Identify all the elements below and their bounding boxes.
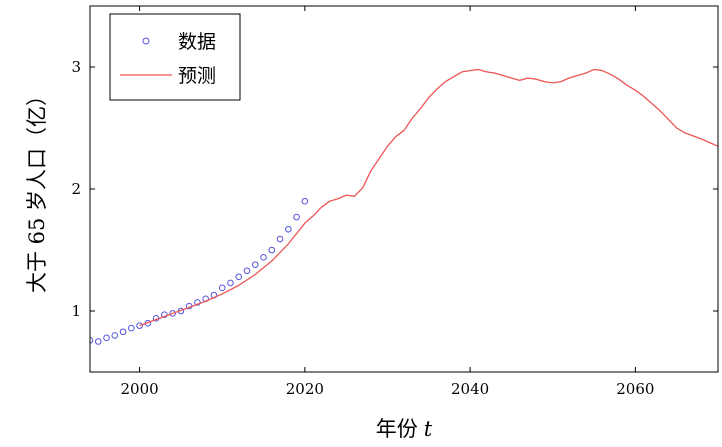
y-axis-label: 大于 65 岁人口（亿） xyxy=(25,85,49,293)
data-point-2003 xyxy=(161,311,168,318)
x-tick-label-2020: 2020 xyxy=(286,380,324,398)
y-tick-label-2: 2 xyxy=(71,180,81,198)
y-tick-label-1: 1 xyxy=(71,302,81,320)
data-point-1994 xyxy=(90,336,94,344)
x-axis-label: 年份 t xyxy=(376,417,433,441)
data-point-2013 xyxy=(243,267,251,275)
data-point-2010 xyxy=(218,284,226,292)
data-point-2007 xyxy=(194,299,201,306)
data-point-2012 xyxy=(235,273,243,281)
legend-box xyxy=(109,13,241,101)
legend: 数据 预测 xyxy=(109,13,241,101)
x-tick-label-2000: 2000 xyxy=(120,380,158,398)
data-point-2018 xyxy=(285,225,292,233)
x-tick-label-2060: 2060 xyxy=(616,380,654,398)
legend-label-forecast: 预测 xyxy=(178,65,216,87)
data-point-1998 xyxy=(119,328,127,336)
x-axis-label-var: t xyxy=(424,417,433,441)
data-point-1996 xyxy=(103,334,110,342)
x-axis-label-text: 年份 xyxy=(376,417,418,441)
data-point-1997 xyxy=(111,332,119,339)
x-tick-label-2040: 2040 xyxy=(451,380,489,398)
data-point-1999 xyxy=(128,324,135,332)
legend-label-data: 数据 xyxy=(178,31,216,53)
data-point-2016 xyxy=(268,246,276,254)
data-point-2000 xyxy=(136,322,143,329)
data-point-2015 xyxy=(260,254,267,261)
legend-marker-data xyxy=(142,37,150,45)
y-tick-label-3: 3 xyxy=(71,58,81,76)
data-point-2014 xyxy=(251,261,259,268)
data-point-2020 xyxy=(301,197,309,205)
data-point-2019 xyxy=(293,213,300,221)
series-line-forecast xyxy=(139,68,718,327)
plot-area xyxy=(90,68,718,345)
data-point-2004 xyxy=(169,310,176,317)
data-point-2011 xyxy=(227,279,234,287)
data-point-2017 xyxy=(276,235,284,243)
data-point-1995 xyxy=(94,338,102,345)
axes: 2000 2020 2040 2060 1 2 3 xyxy=(71,5,719,398)
